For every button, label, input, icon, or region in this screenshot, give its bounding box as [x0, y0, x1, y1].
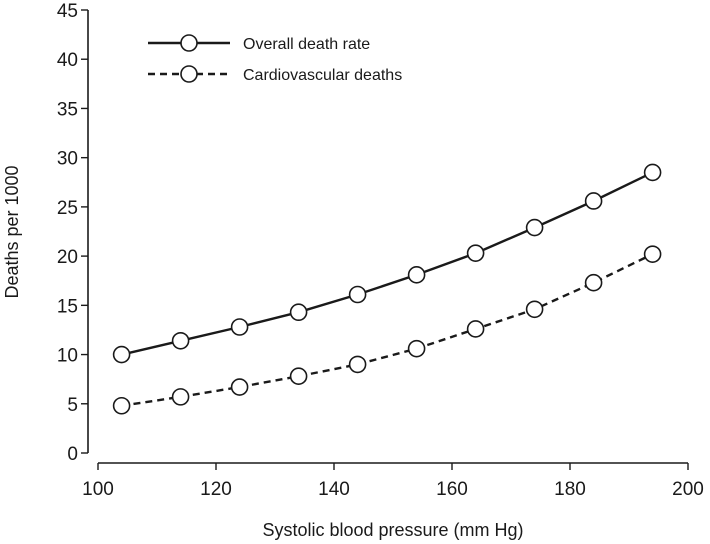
y-tick-label: 15 [57, 296, 78, 317]
y-tick-label: 45 [57, 1, 78, 22]
series-line [121, 253, 654, 407]
x-axis-label: Systolic blood pressure (mm Hg) [262, 520, 523, 540]
data-point [289, 367, 308, 386]
legend-item: Cardiovascular deaths [148, 65, 402, 84]
x-tick-label: 200 [672, 479, 704, 500]
y-tick-label: 5 [67, 395, 78, 416]
data-point [171, 331, 190, 350]
data-point [525, 300, 544, 319]
y-tick-label: 10 [57, 346, 78, 367]
data-point [584, 273, 603, 292]
series-line [121, 171, 654, 356]
data-point [348, 285, 367, 304]
legend: Overall death rate Cardiovascular deaths [148, 34, 402, 84]
data-point [525, 218, 544, 237]
data-point [289, 303, 308, 322]
legend-swatch-marker [180, 65, 198, 83]
data-point [643, 245, 662, 263]
y-tick-label: 40 [57, 50, 78, 71]
legend-label: Overall death rate [243, 36, 370, 53]
data-point [466, 320, 485, 338]
legend-label: Cardiovascular deaths [243, 67, 402, 84]
data-point [230, 378, 249, 396]
y-tick-label: 25 [57, 198, 78, 219]
data-point [584, 192, 603, 210]
legend-item: Overall death rate [148, 34, 370, 53]
y-tick-label: 35 [57, 99, 78, 120]
legend-swatch-marker [180, 34, 198, 52]
y-tick-label: 30 [57, 149, 78, 170]
data-point [230, 318, 249, 336]
x-tick-label: 180 [554, 479, 586, 500]
x-tick-label: 140 [318, 479, 350, 500]
series-layer [112, 163, 662, 415]
data-point [171, 388, 190, 406]
data-point [466, 244, 485, 262]
x-tick-label: 100 [82, 479, 114, 500]
data-point [407, 266, 426, 284]
x-tick-label: 160 [436, 479, 468, 500]
y-tick-label: 20 [57, 247, 78, 268]
y-tick-label: 0 [67, 444, 78, 465]
y-axis-label: Deaths per 1000 [2, 165, 22, 298]
x-tick-label: 120 [200, 479, 232, 500]
data-point [112, 396, 131, 415]
data-point [348, 355, 367, 374]
series-1 [112, 163, 662, 364]
series-2 [112, 245, 662, 415]
data-point [643, 163, 662, 182]
data-point [112, 345, 131, 364]
x-axis: 100 120 140 160 180 200 [82, 462, 704, 500]
y-axis: 0 5 10 15 20 25 30 35 40 45 [57, 1, 89, 465]
data-point [407, 339, 426, 358]
